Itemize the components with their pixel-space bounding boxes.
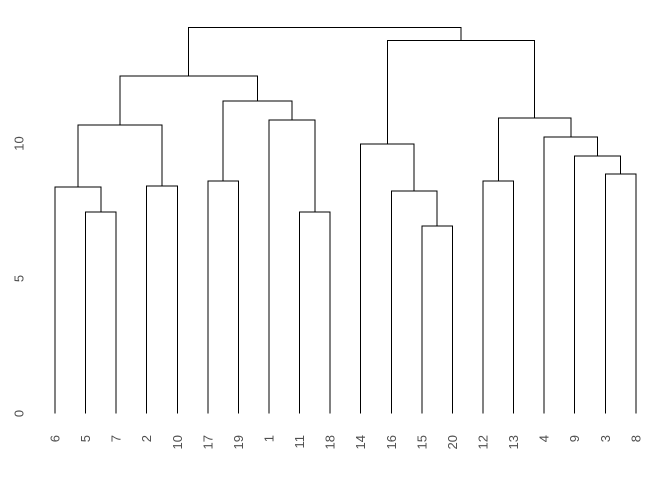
leaf-label-7: 7: [109, 435, 124, 442]
leaf-label-15: 15: [414, 435, 429, 449]
y-axis-tick-10: 10: [12, 136, 27, 150]
cluster-link: [390, 190, 438, 414]
leaf-label-19: 19: [231, 435, 246, 449]
leaf-label-1: 1: [262, 435, 277, 442]
cluster-link: [604, 173, 637, 414]
cluster-link: [386, 40, 536, 144]
cluster-link: [188, 26, 462, 76]
cluster-link: [543, 136, 599, 414]
cluster-link: [299, 211, 331, 414]
leaf-label-16: 16: [384, 435, 399, 449]
leaf-label-3: 3: [598, 435, 613, 442]
cluster-link: [222, 100, 293, 181]
cluster-link: [54, 186, 102, 414]
leaf-label-2: 2: [139, 435, 154, 442]
leaf-label-6: 6: [48, 435, 63, 442]
leaf-label-9: 9: [567, 435, 582, 442]
leaf-label-5: 5: [78, 435, 93, 442]
cluster-link: [360, 143, 415, 414]
cluster-link: [497, 117, 572, 181]
leaf-label-20: 20: [445, 435, 460, 449]
cluster-link: [119, 75, 258, 125]
leaf-label-18: 18: [323, 435, 338, 449]
y-axis-tick-0: 0: [12, 410, 27, 417]
cluster-link: [421, 225, 453, 414]
leaf-label-14: 14: [353, 435, 368, 449]
cluster-link: [85, 211, 117, 414]
leaf-label-4: 4: [537, 435, 552, 442]
leaf-label-17: 17: [200, 435, 215, 449]
cluster-link: [574, 155, 621, 414]
leaf-label-11: 11: [292, 435, 307, 449]
leaf-label-13: 13: [506, 435, 521, 449]
cluster-link: [207, 180, 239, 414]
cluster-link: [268, 119, 316, 414]
y-axis-tick-5: 5: [12, 275, 27, 282]
leaf-label-10: 10: [170, 435, 185, 449]
cluster-link: [146, 185, 178, 414]
cluster-link: [77, 124, 163, 187]
cluster-link: [482, 180, 514, 414]
leaf-label-12: 12: [476, 435, 491, 449]
leaf-label-8: 8: [628, 435, 643, 442]
